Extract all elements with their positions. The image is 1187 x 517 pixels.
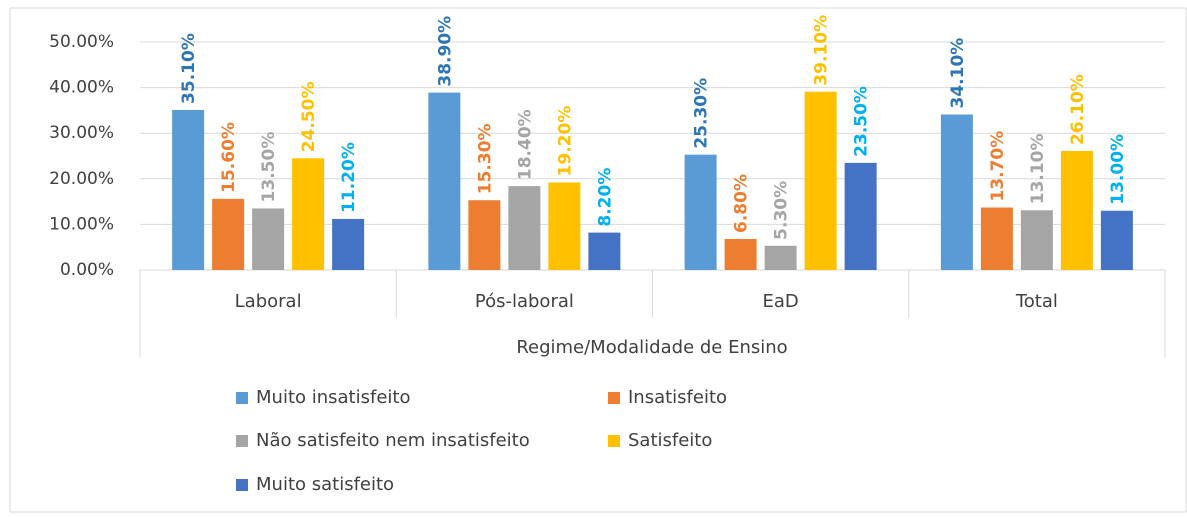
value-label: 13.10% — [1028, 133, 1048, 204]
chart-frame — [9, 7, 1187, 513]
bar — [1020, 210, 1053, 270]
value-label: 6.80% — [732, 174, 752, 233]
legend-label: Muito satisfeito — [256, 474, 394, 495]
value-label: 13.70% — [988, 131, 1008, 202]
value-label: 15.30% — [475, 123, 495, 194]
bar — [684, 154, 717, 270]
bar — [212, 198, 245, 270]
bar — [468, 200, 501, 270]
bar — [292, 158, 325, 270]
x-tick-label: Pós-laboral — [475, 291, 574, 312]
bar — [428, 92, 461, 270]
value-label: 8.20% — [595, 168, 615, 227]
value-label: 15.60% — [219, 122, 239, 193]
bar — [548, 182, 581, 270]
legend-label: Insatisfeito — [628, 387, 727, 408]
y-tick-label: 0.00% — [60, 260, 114, 280]
x-tick-label: Total — [1015, 291, 1058, 312]
legend-label: Muito insatisfeito — [256, 387, 410, 408]
value-label: 19.20% — [555, 106, 575, 177]
y-tick-label: 20.00% — [49, 169, 114, 189]
legend-swatch — [236, 435, 248, 447]
legend-swatch — [608, 435, 620, 447]
value-label: 38.90% — [435, 16, 455, 87]
bar — [508, 186, 541, 270]
value-label: 34.10% — [948, 38, 968, 109]
value-label: 25.30% — [692, 78, 712, 149]
bar — [724, 238, 757, 270]
bar — [804, 91, 837, 270]
bar — [172, 109, 205, 270]
value-label: 11.20% — [339, 142, 359, 213]
value-label: 13.50% — [259, 132, 279, 203]
bar — [844, 162, 877, 270]
x-tick-label: EaD — [762, 291, 798, 312]
legend-swatch — [236, 392, 248, 404]
bar — [332, 218, 365, 270]
y-tick-label: 30.00% — [49, 123, 114, 143]
x-axis-title: Regime/Modalidade de Ensino — [516, 337, 787, 358]
bar — [1100, 210, 1133, 270]
bar — [980, 207, 1013, 270]
bar — [764, 245, 797, 270]
value-label: 5.30% — [772, 181, 792, 240]
bar — [1060, 150, 1093, 270]
bar — [252, 208, 285, 270]
value-label: 23.50% — [852, 86, 872, 157]
y-tick-label: 40.00% — [49, 78, 114, 98]
x-tick-label: Laboral — [235, 291, 302, 312]
value-label: 18.40% — [515, 109, 535, 180]
value-label: 13.00% — [1108, 134, 1128, 205]
bar — [588, 232, 621, 270]
y-tick-label: 50.00% — [49, 32, 114, 52]
legend-swatch — [608, 392, 620, 404]
value-label: 35.10% — [179, 33, 199, 104]
legend-label: Satisfeito — [628, 430, 712, 451]
value-label: 26.10% — [1068, 74, 1088, 145]
legend-swatch — [236, 479, 248, 491]
legend-label: Não satisfeito nem insatisfeito — [256, 430, 530, 451]
value-label: 39.10% — [812, 15, 832, 86]
y-tick-label: 10.00% — [49, 214, 114, 234]
value-label: 24.50% — [299, 81, 319, 152]
bar — [940, 114, 973, 270]
